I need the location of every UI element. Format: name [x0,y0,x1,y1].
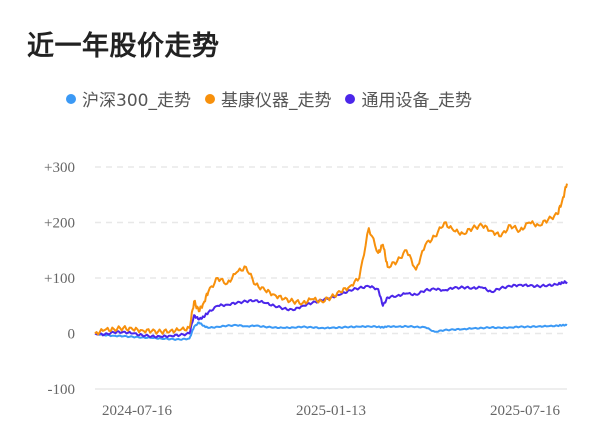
legend-item-general-equipment[interactable]: 通用设备_走势 [345,86,472,111]
legend-item-hs300[interactable]: 沪深300_走势 [66,86,191,111]
x-axis: 2024-07-16 2025-01-13 2025-07-16 [102,403,560,419]
y-axis: +300 +200 +100 0 -100 [44,160,75,398]
series-line-blue [94,321,568,341]
legend-item-jikang[interactable]: 基康仪器_走势 [204,86,332,111]
legend-label: 基康仪器_走势 [220,91,332,111]
y-tick-label: 0 [68,327,76,343]
grid-lines [95,166,567,390]
legend-dot-icon [345,93,356,104]
legend-dot-icon [204,93,215,104]
y-tick-label: +200 [44,216,75,232]
series-line-orange [94,183,568,336]
legend-label: 沪深300_走势 [82,91,191,111]
x-tick-label: 2025-07-16 [490,403,560,419]
x-tick-label: 2025-01-13 [296,403,366,419]
legend-dot-icon [66,93,76,104]
legend-label: 通用设备_走势 [361,91,472,111]
y-tick-label: +300 [44,160,75,176]
y-tick-label: +100 [44,271,75,287]
chart-legend: 沪深300_走势 基康仪器_走势 通用设备_走势 [66,86,486,111]
chart-title: 近一年股价走势 [27,31,220,62]
data-series [94,183,568,341]
y-tick-label: -100 [48,382,76,398]
x-tick-label: 2024-07-16 [102,403,172,419]
